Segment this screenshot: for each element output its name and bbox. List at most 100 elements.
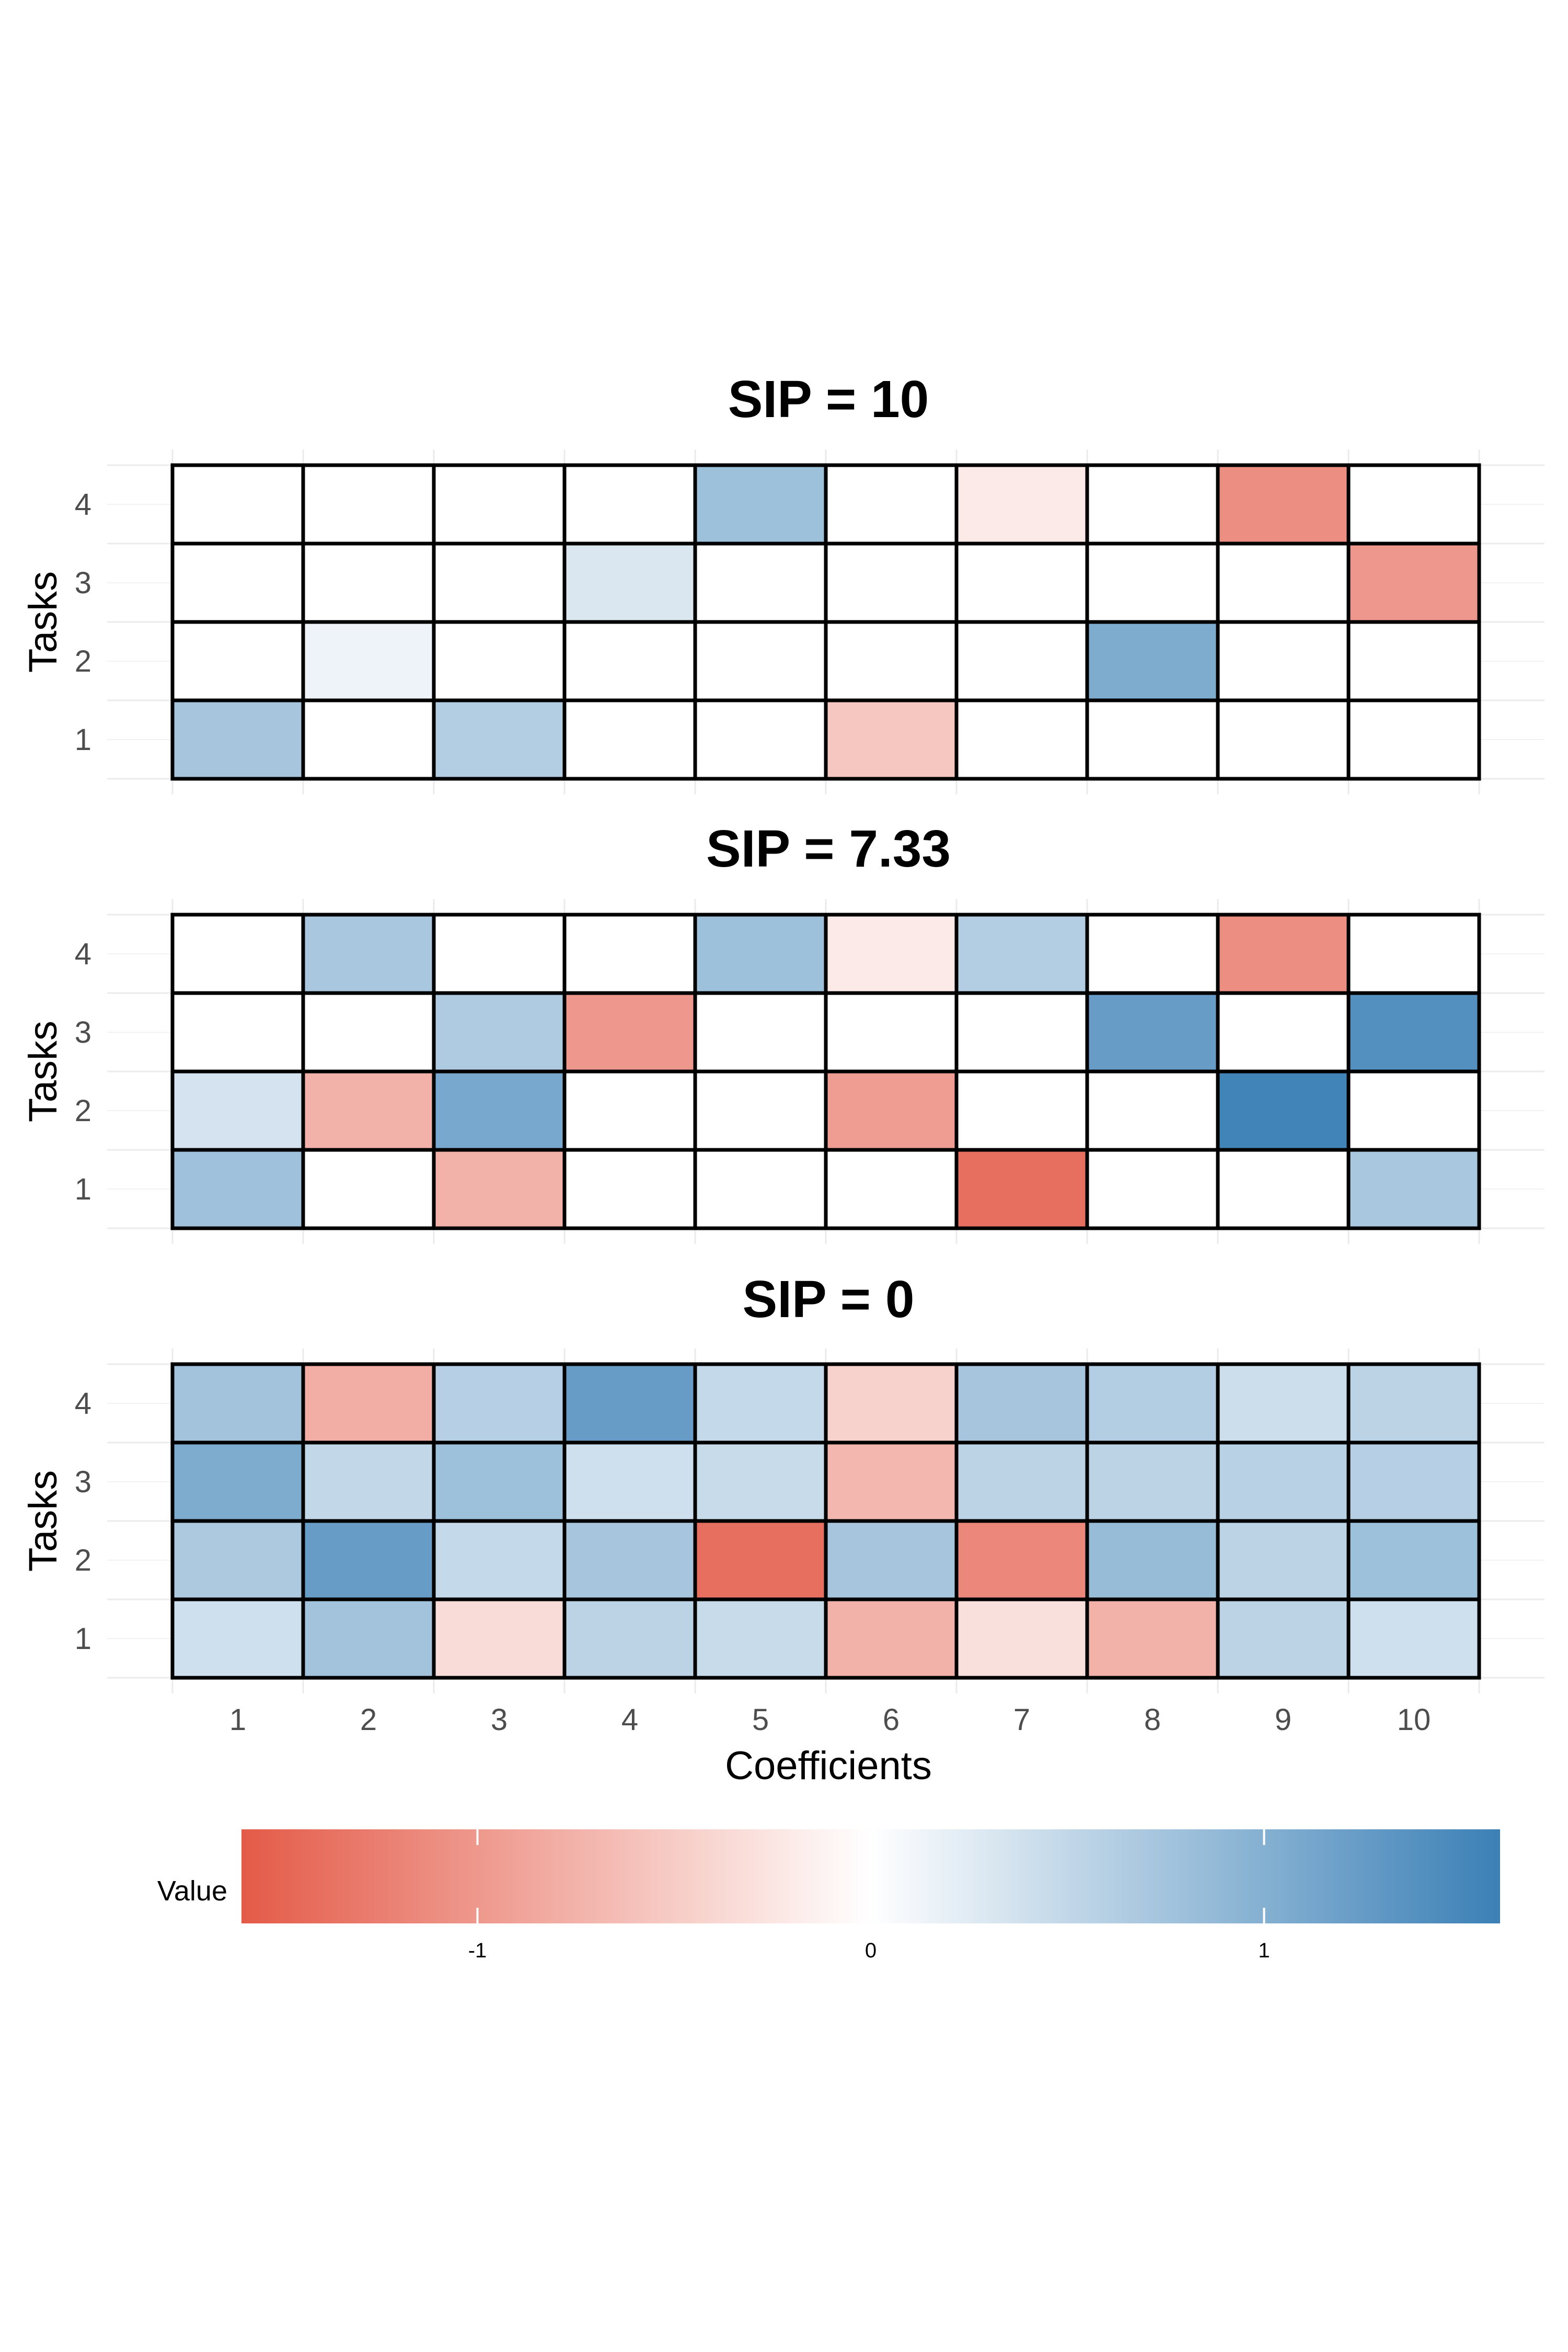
y-tick-label: 3 xyxy=(75,1465,91,1499)
heatmap-cell xyxy=(1346,991,1481,1074)
heatmap-cell xyxy=(562,1440,697,1523)
heatmap-cell xyxy=(824,463,959,546)
heatmap-cell xyxy=(562,1148,697,1230)
y-tick-label: 3 xyxy=(75,1016,91,1050)
x-tick-label: 5 xyxy=(752,1703,769,1737)
heatmap-cell xyxy=(1085,1440,1220,1523)
heatmap-cell xyxy=(562,1597,697,1680)
heatmap-cell xyxy=(301,698,436,781)
heatmap-cell xyxy=(693,620,828,702)
heatmap-cell xyxy=(1346,1069,1481,1152)
heatmap-cell xyxy=(693,913,828,995)
x-tick-label: 2 xyxy=(360,1703,377,1737)
heatmap-cell xyxy=(432,1362,567,1445)
heatmap-cell xyxy=(1346,1362,1481,1445)
heatmap-cell xyxy=(1085,1069,1220,1152)
heatmap-cell xyxy=(693,1597,828,1680)
x-axis-title: Coefficients xyxy=(725,1744,932,1788)
y-tick-label: 1 xyxy=(75,1172,91,1206)
heatmap-cell xyxy=(954,541,1089,624)
heatmap-cell xyxy=(693,541,828,624)
heatmap-cell xyxy=(954,1069,1089,1152)
heatmap-cell xyxy=(693,1362,828,1445)
heatmap-cell xyxy=(562,620,697,702)
heatmap-cell xyxy=(1216,1440,1351,1523)
heatmap-cell xyxy=(562,1069,697,1152)
y-axis-title: Tasks xyxy=(21,571,65,673)
heatmap-cell xyxy=(693,1519,828,1601)
heatmap-cell xyxy=(1085,541,1220,624)
heatmap-cell xyxy=(432,1148,567,1230)
heatmap-cell xyxy=(1085,1148,1220,1230)
heatmap-cell xyxy=(954,1148,1089,1230)
heatmap-cell xyxy=(432,1440,567,1523)
heatmap-cell xyxy=(562,541,697,624)
heatmap-cell xyxy=(824,1440,959,1523)
heatmap-cell xyxy=(170,913,305,995)
heatmap-cell xyxy=(170,698,305,781)
heatmap-cell xyxy=(1216,1362,1351,1445)
heatmap-cell xyxy=(954,913,1089,995)
heatmap-cell xyxy=(693,463,828,546)
heatmap-cell xyxy=(301,991,436,1074)
heatmap-cell xyxy=(824,1597,959,1680)
heatmap-cell xyxy=(301,1597,436,1680)
heatmap-cell xyxy=(170,541,305,624)
heatmap-cell xyxy=(301,620,436,702)
heatmap-cell xyxy=(301,1148,436,1230)
heatmap-cell xyxy=(1216,1069,1351,1152)
heatmap-cell xyxy=(693,698,828,781)
heatmap-cell xyxy=(170,463,305,546)
y-tick-label: 4 xyxy=(75,937,91,971)
heatmap-cell xyxy=(301,463,436,546)
heatmap-cell xyxy=(954,1362,1089,1445)
heatmap-panel: SIP = 7.33 1 2 3 4 Tasks xyxy=(21,820,1544,1244)
x-tick-label: 6 xyxy=(883,1703,900,1737)
heatmap-cell xyxy=(693,1069,828,1152)
heatmap-cell xyxy=(170,1148,305,1230)
heatmap-cell xyxy=(170,1519,305,1601)
heatmap-cell xyxy=(693,991,828,1074)
heatmap-cell xyxy=(1216,698,1351,781)
heatmap-cell xyxy=(824,1519,959,1601)
y-tick-label: 2 xyxy=(75,1543,91,1577)
heatmap-cell xyxy=(824,620,959,702)
heatmap-cell xyxy=(824,1069,959,1152)
heatmap-cell xyxy=(954,463,1089,546)
heatmap-cell xyxy=(954,991,1089,1074)
heatmap-cell xyxy=(170,1069,305,1152)
heatmap-cell xyxy=(1216,913,1351,995)
heatmap-cell xyxy=(1085,1597,1220,1680)
heatmap-panel: SIP = 10 1 2 3 4 Tasks xyxy=(21,370,1544,794)
heatmap-cell xyxy=(301,913,436,995)
x-tick-label: 1 xyxy=(229,1703,246,1737)
heatmap-cell xyxy=(1346,463,1481,546)
heatmap-cell xyxy=(432,913,567,995)
heatmap-cell xyxy=(1085,1519,1220,1601)
heatmap-cell xyxy=(1346,1440,1481,1523)
heatmap-cell xyxy=(432,463,567,546)
heatmap-cell xyxy=(824,541,959,624)
x-tick-label: 3 xyxy=(491,1703,508,1737)
heatmap-cell xyxy=(170,1597,305,1680)
heatmap-cell xyxy=(432,541,567,624)
heatmap-cell xyxy=(693,1148,828,1230)
y-axis-title: Tasks xyxy=(21,1470,65,1572)
heatmap-cell xyxy=(1085,463,1220,546)
heatmap-cell xyxy=(1085,991,1220,1074)
x-tick-label: 10 xyxy=(1397,1703,1431,1737)
y-tick-label: 3 xyxy=(75,566,91,600)
heatmap-cell xyxy=(301,1440,436,1523)
heatmap-cell xyxy=(301,1069,436,1152)
heatmap-cell xyxy=(432,1069,567,1152)
x-tick-label: 9 xyxy=(1275,1703,1292,1737)
heatmap-cell xyxy=(432,1519,567,1601)
heatmap-cell xyxy=(1085,698,1220,781)
heatmap-cell xyxy=(170,991,305,1074)
heatmap-cell xyxy=(954,1440,1089,1523)
heatmap-cell xyxy=(954,1597,1089,1680)
heatmap-cell xyxy=(1216,541,1351,624)
heatmap-cell xyxy=(824,913,959,995)
